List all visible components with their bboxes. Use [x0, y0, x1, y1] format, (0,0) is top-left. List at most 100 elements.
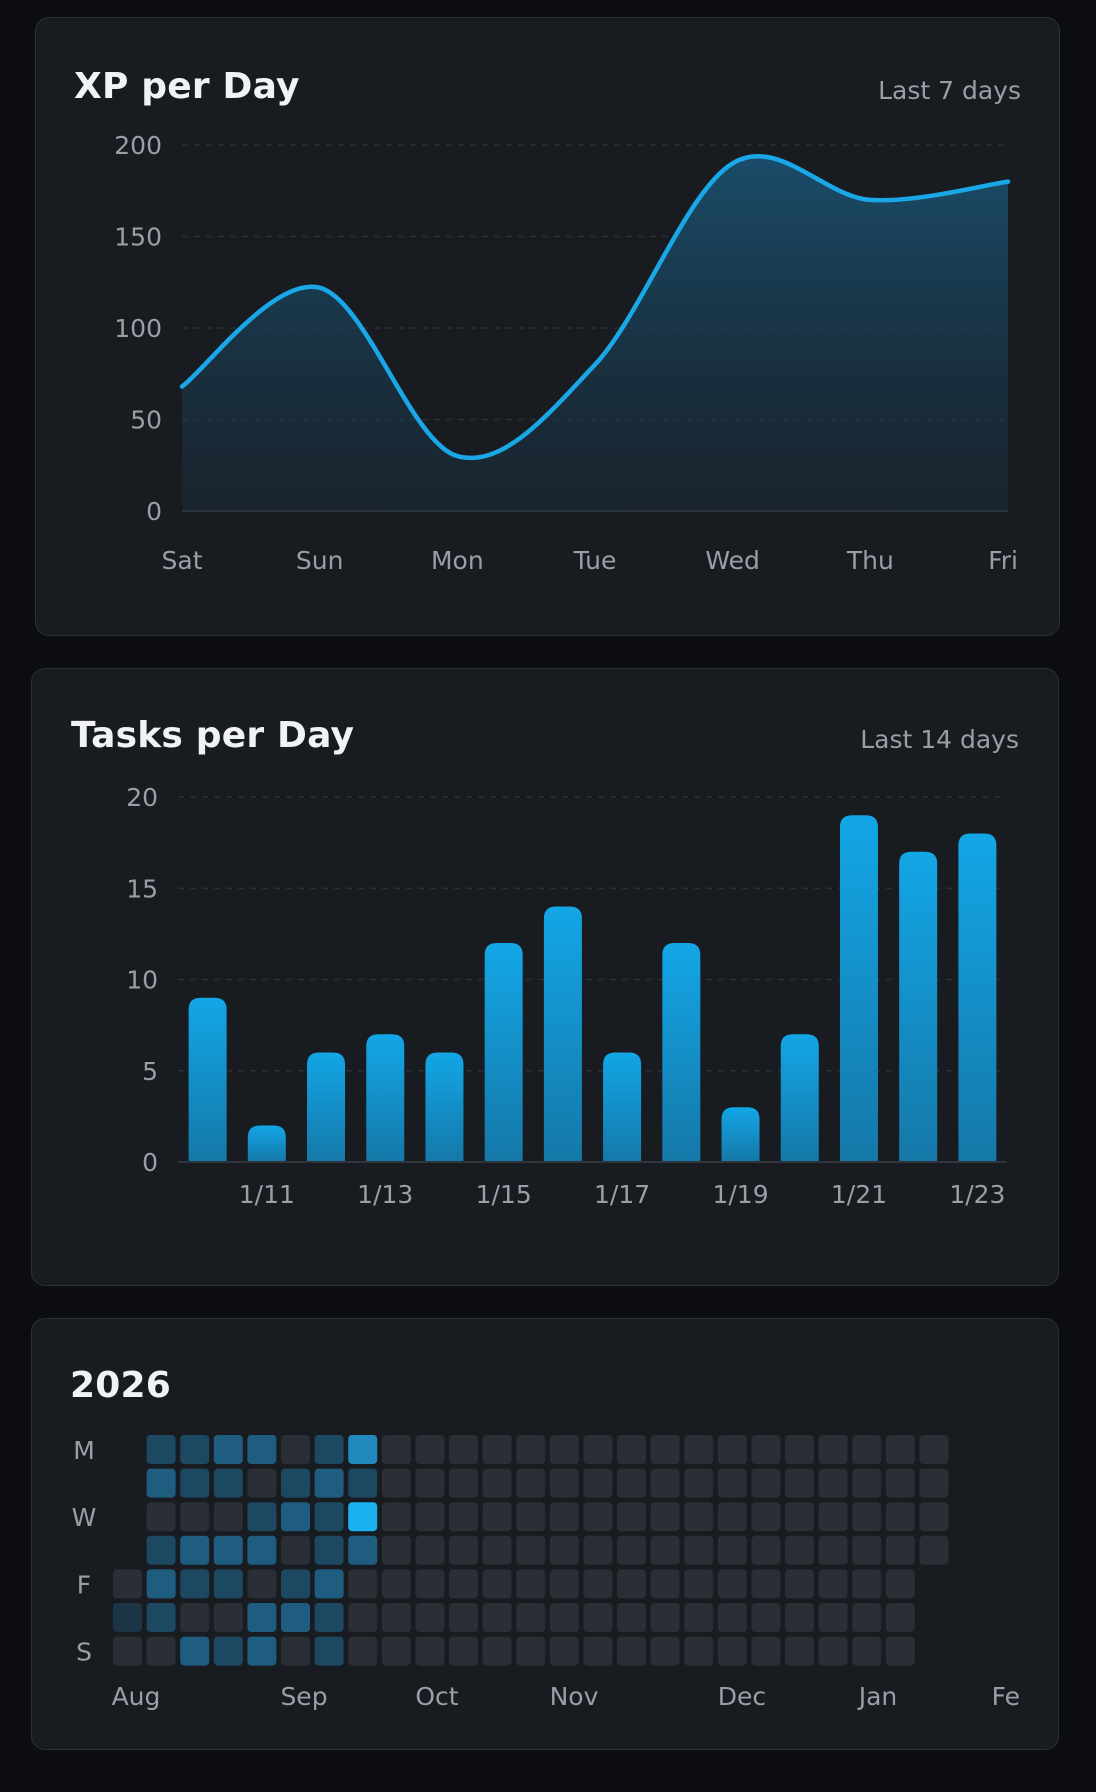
heatmap-cell: [146, 1636, 176, 1666]
heatmap-cell: [482, 1535, 512, 1565]
heatmap-cell: [583, 1636, 613, 1666]
heatmap-cell: [818, 1636, 848, 1666]
heatmap-cell: [449, 1569, 478, 1599]
heatmap-cell: [650, 1569, 680, 1599]
heatmap-cell: [482, 1603, 512, 1632]
heatmap-cell: [717, 1435, 747, 1464]
heatmap-cell: [247, 1502, 277, 1532]
heatmap-cell: [247, 1636, 277, 1666]
heatmap-cell: [381, 1535, 411, 1565]
heatmap-cell: [449, 1603, 478, 1632]
heatmap-cell: [885, 1502, 915, 1532]
tasks-bar: [603, 1052, 642, 1162]
heatmap-cell: [314, 1435, 344, 1464]
tasks-y-tick-label: 10: [126, 966, 158, 995]
heatmap-cell: [852, 1603, 882, 1632]
xp-x-tick-label: Mon: [431, 546, 484, 575]
heatmap-day-label: S: [76, 1638, 92, 1667]
heatmap-cell: [449, 1468, 478, 1498]
heatmap-cell: [146, 1535, 176, 1565]
heatmap-cell: [751, 1535, 781, 1565]
heatmap-cell: [516, 1636, 546, 1666]
heatmap-cell: [281, 1535, 310, 1565]
heatmap-cell: [281, 1502, 310, 1532]
heatmap-cell: [415, 1502, 445, 1532]
heatmap-cell: [684, 1603, 714, 1632]
tasks-bar: [425, 1052, 464, 1162]
heatmap-cell: [852, 1636, 882, 1666]
heatmap-cell: [113, 1603, 142, 1632]
xp-x-tick-label: Wed: [705, 546, 760, 575]
heatmap-cell: [113, 1569, 142, 1599]
activity-heatmap: M W F S Aug Sep Oct Nov Dec Jan Fe: [72, 1435, 1020, 1711]
heatmap-cell: [650, 1535, 680, 1565]
heatmap-cell: [281, 1636, 310, 1666]
heatmap-cell: [785, 1435, 814, 1464]
heatmap-cell: [650, 1502, 680, 1532]
tasks-x-tick-label: 1/21: [831, 1180, 887, 1209]
heatmap-cell: [717, 1535, 747, 1565]
heatmap-cell: [146, 1603, 176, 1632]
tasks-x-tick-label: 1/15: [476, 1180, 532, 1209]
heatmap-cell: [684, 1535, 714, 1565]
heatmap-cell: [247, 1569, 277, 1599]
heatmap-month-label: Sep: [280, 1682, 327, 1711]
tasks-bar: [721, 1107, 760, 1162]
heatmap-month-label: Oct: [415, 1682, 458, 1711]
heatmap-cell: [583, 1502, 613, 1532]
heatmap-cell: [146, 1435, 176, 1464]
heatmap-cell: [314, 1569, 344, 1599]
tasks-bar-chart: 0 5 10 15 20 1/11 1/13 1/15 1/17 1/19 1/21 1/23: [126, 783, 1007, 1209]
tasks-bar: [188, 997, 227, 1162]
heatmap-month-label: Nov: [550, 1682, 599, 1711]
heatmap-cell: [482, 1636, 512, 1666]
heatmap-cell: [785, 1569, 814, 1599]
heatmap-cell: [348, 1603, 378, 1632]
heatmap-cell: [415, 1603, 445, 1632]
tasks-bar: [543, 906, 582, 1162]
heatmap-cell: [213, 1636, 243, 1666]
heatmap-cell: [348, 1502, 378, 1532]
heatmap-cell: [852, 1535, 882, 1565]
heatmap-cell: [583, 1435, 613, 1464]
heatmap-cell: [717, 1603, 747, 1632]
xp-y-tick-label: 0: [146, 497, 162, 526]
heatmap-cell: [348, 1569, 378, 1599]
heatmap-cell: [583, 1603, 613, 1632]
heatmap-cell: [516, 1435, 546, 1464]
tasks-x-tick-label: 1/11: [239, 1180, 295, 1209]
heatmap-cell: [885, 1435, 915, 1464]
heatmap-cell: [617, 1603, 646, 1632]
heatmap-cell: [717, 1636, 747, 1666]
activity-heatmap-card: 2026 M W F S Aug Sep Oct Nov Dec Jan Fe: [31, 1318, 1059, 1750]
heatmap-cell: [146, 1502, 176, 1532]
heatmap-cell: [852, 1468, 882, 1498]
heatmap-cell: [247, 1603, 277, 1632]
heatmap-cell: [415, 1435, 445, 1464]
heatmap-cell: [348, 1435, 378, 1464]
heatmap-cell: [146, 1468, 176, 1498]
heatmap-cell: [919, 1435, 949, 1464]
tasks-y-tick-label: 20: [126, 783, 158, 812]
heatmap-cell: [482, 1435, 512, 1464]
heatmap-month-label: Dec: [718, 1682, 766, 1711]
heatmap-cell: [751, 1435, 781, 1464]
heatmap-cell: [314, 1468, 344, 1498]
heatmap-cell: [650, 1636, 680, 1666]
heatmap-cell: [348, 1535, 378, 1565]
tasks-bar: [307, 1052, 346, 1162]
heatmap-month-label: Aug: [112, 1682, 161, 1711]
heatmap-cell: [381, 1603, 411, 1632]
heatmap-cell: [785, 1502, 814, 1532]
heatmap-cell: [449, 1502, 478, 1532]
heatmap-cell: [583, 1569, 613, 1599]
tasks-bar: [662, 943, 701, 1162]
heatmap-cell: [482, 1502, 512, 1532]
xp-y-tick-label: 50: [130, 406, 162, 435]
xp-chart-range: Last 7 days: [878, 76, 1021, 105]
tasks-y-tick-label: 0: [142, 1148, 158, 1177]
heatmap-cell: [717, 1569, 747, 1599]
heatmap-cell: [415, 1535, 445, 1565]
tasks-chart-range: Last 14 days: [860, 725, 1019, 754]
heatmap-cell: [281, 1603, 310, 1632]
